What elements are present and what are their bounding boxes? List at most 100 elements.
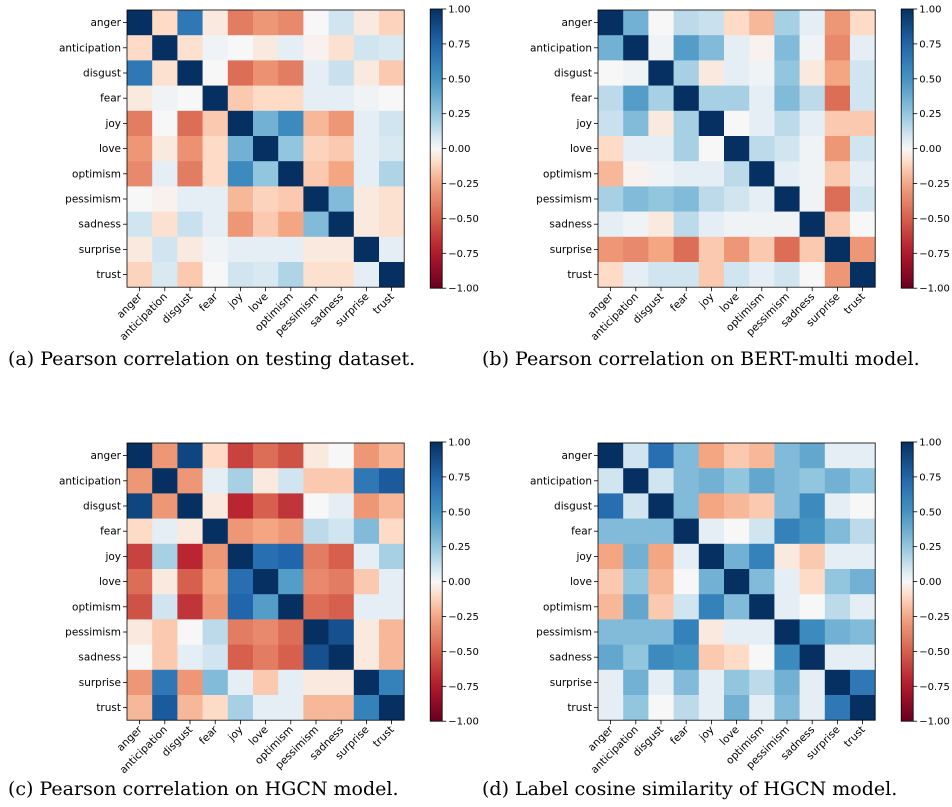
heatmap-cell (303, 518, 329, 545)
heatmap-cell (127, 186, 153, 212)
heatmap-cell (799, 236, 826, 263)
heatmap-cell (303, 594, 329, 620)
heatmap-cell (253, 35, 279, 61)
heatmap-cell (379, 518, 405, 545)
heatmap-cell (328, 136, 355, 162)
heatmap-cell (227, 211, 254, 238)
heatmap-cell (127, 543, 153, 570)
heatmap-cell (303, 211, 329, 238)
heatmap-cell (850, 211, 876, 238)
heatmap-cell (353, 136, 380, 162)
heatmap-cell (673, 236, 700, 263)
colorbar-tick-label: −0.50 (919, 647, 950, 658)
heatmap-cell (227, 110, 254, 137)
heatmap-cell (303, 10, 329, 36)
heatmap-cell (623, 443, 649, 469)
x-tick-label: fear (197, 723, 221, 747)
heatmap-cell (127, 136, 153, 162)
heatmap-cell (278, 60, 304, 86)
heatmap-cell (328, 236, 355, 263)
heatmap-cell (799, 518, 826, 545)
colorbar-tick-label: −0.25 (919, 179, 950, 190)
heatmap-cell (152, 85, 178, 112)
caption-a: (a) Pearson correlation on testing datas… (8, 348, 416, 370)
heatmap-cell (202, 35, 229, 61)
heatmap-cell (278, 518, 304, 545)
heatmap-cell (623, 60, 649, 86)
y-tick-label: love (99, 576, 121, 588)
heatmap-cell (253, 493, 279, 519)
heatmap-cell (850, 110, 876, 137)
heatmap-cell (227, 644, 254, 671)
heatmap-cell (127, 644, 153, 671)
heatmap-cell (850, 60, 876, 86)
heatmap-cell (824, 644, 851, 671)
heatmap-cell (127, 443, 153, 469)
colorbar-tick-label: 0.50 (448, 507, 470, 518)
heatmap-cell (850, 10, 876, 36)
heatmap-cell (724, 543, 750, 570)
heatmap-cell (850, 669, 876, 696)
heatmap-cell (202, 468, 229, 494)
heatmap-cell (227, 10, 254, 36)
y-tick-label: pessimism (536, 627, 592, 639)
heatmap-cell (824, 262, 851, 288)
heatmap-cell (648, 35, 674, 61)
heatmap-cell (698, 236, 725, 263)
heatmap-cell (127, 211, 153, 238)
heatmap-cell (724, 161, 750, 187)
heatmap-cell (648, 211, 674, 238)
heatmap-cell (673, 85, 700, 112)
colorbar-tick-label: −0.50 (919, 214, 950, 225)
heatmap-cell (328, 10, 355, 36)
heatmap-cell (724, 35, 750, 61)
heatmap-cell (202, 543, 229, 570)
y-tick-label: sadness (549, 652, 592, 664)
heatmap-cell (202, 569, 229, 595)
heatmap-cell (127, 60, 153, 86)
heatmap-cell (227, 518, 254, 545)
heatmap-cell (623, 518, 649, 545)
heatmap-cell (698, 10, 725, 36)
heatmap-cell (623, 493, 649, 519)
heatmap-cell (698, 569, 725, 595)
heatmap-cell (698, 619, 725, 645)
heatmap-cell (598, 35, 624, 61)
heatmap-cell (303, 262, 329, 288)
heatmap-cell (278, 493, 304, 519)
heatmap-cell (253, 60, 279, 86)
heatmap-cell (673, 669, 700, 696)
x-tick-label: trust (842, 291, 868, 317)
heatmap-cell (328, 644, 355, 671)
colorbar-tick-label: −0.75 (919, 249, 950, 260)
heatmap-cell (824, 594, 851, 620)
heatmap-cell (227, 136, 254, 162)
colorbar-tick-label: 0.25 (919, 542, 941, 553)
y-tick-label: optimism (72, 168, 121, 180)
heatmap-cell (353, 669, 380, 696)
heatmap-cell (353, 236, 380, 263)
heatmap-cell (127, 695, 153, 721)
heatmap-cell (278, 468, 304, 494)
heatmap-cell (379, 669, 405, 696)
heatmap-cell (749, 493, 775, 519)
heatmap-cell (749, 136, 775, 162)
y-tick-label: anticipation (530, 475, 592, 487)
heatmap-cell (623, 468, 649, 494)
heatmap-cell (253, 85, 279, 112)
heatmap-cell (379, 85, 405, 112)
heatmap-cell (724, 236, 750, 263)
y-tick-label: disgust (83, 68, 121, 80)
heatmap-cell (127, 619, 153, 645)
heatmap-cell (724, 60, 750, 86)
heatmap-cell (749, 161, 775, 187)
heatmap-cell (202, 518, 229, 545)
heatmap-cell (227, 35, 254, 61)
heatmap-cell (328, 35, 355, 61)
heatmap-cell (253, 110, 279, 137)
colorbar-tick-label: −1.00 (919, 284, 950, 295)
heatmap-cell (152, 35, 178, 61)
colorbar-tick-label: 1.00 (448, 5, 470, 16)
heatmap-cell (673, 211, 700, 238)
colorbar-tick-label: 0.25 (919, 109, 941, 120)
